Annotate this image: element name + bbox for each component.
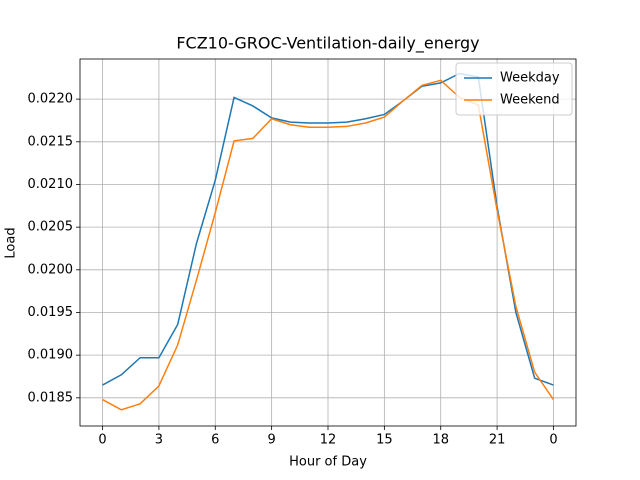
y-tick-label: 0.0200	[28, 262, 74, 277]
x-tick-label: 9	[267, 433, 275, 448]
x-tick-label: 18	[432, 433, 449, 448]
legend-box	[455, 62, 573, 116]
legend-label: Weekend	[500, 93, 560, 108]
x-tick-label: 3	[155, 433, 163, 448]
x-tick-label: 0	[549, 433, 557, 448]
legend-label: Weekday	[500, 71, 560, 86]
chart-title: FCZ10-GROC-Ventilation-daily_energy	[176, 34, 479, 54]
x-tick-label: 21	[489, 433, 506, 448]
plot-frame	[79, 58, 577, 427]
x-tick-label: 15	[376, 433, 393, 448]
y-tick-label: 0.0195	[28, 305, 74, 320]
y-tick-label: 0.0190	[28, 348, 74, 363]
y-tick-label: 0.0220	[28, 92, 74, 107]
y-tick-label: 0.0215	[28, 134, 74, 149]
y-tick-label: 0.0210	[28, 177, 74, 192]
x-tick-label: 0	[98, 433, 106, 448]
y-tick-label: 0.0185	[28, 390, 74, 405]
y-tick-label: 0.0205	[28, 220, 74, 235]
x-axis-label: Hour of Day	[289, 455, 367, 470]
y-axis-label: Load	[4, 227, 19, 258]
x-tick-label: 12	[320, 433, 337, 448]
x-tick-label: 6	[211, 433, 219, 448]
